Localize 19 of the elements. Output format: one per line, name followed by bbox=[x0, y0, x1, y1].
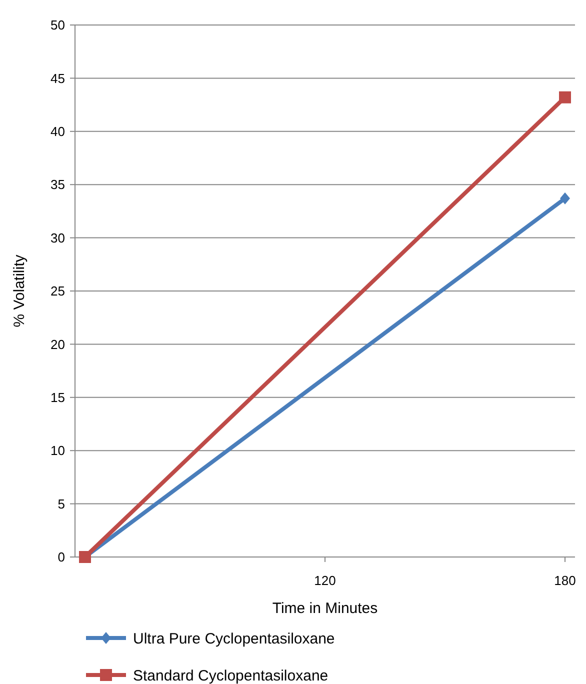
y-axis-title: % Volatility bbox=[11, 254, 28, 328]
point bbox=[560, 192, 570, 204]
x-tick-label: 180 bbox=[554, 573, 576, 588]
y-tick-label: 5 bbox=[58, 496, 65, 512]
legend-label: Ultra Pure Cyclopentasiloxane bbox=[133, 630, 335, 648]
legend-label: Standard Cyclopentasiloxane bbox=[133, 667, 328, 684]
x-axis-title: Time in Minutes bbox=[272, 600, 378, 617]
y-tick-label: 10 bbox=[50, 443, 65, 458]
point bbox=[559, 91, 571, 104]
y-tick-label: 50 bbox=[50, 18, 65, 33]
y-tick-label: 15 bbox=[50, 390, 65, 405]
y-tick-label: 45 bbox=[50, 70, 65, 86]
y-tick-label: 25 bbox=[50, 284, 65, 299]
y-tick-label: 0 bbox=[58, 550, 65, 565]
y-tick-label: 35 bbox=[50, 177, 65, 192]
y-tick-label: 30 bbox=[50, 230, 65, 246]
y-tick-label: 20 bbox=[50, 336, 65, 352]
y-tick-label: 40 bbox=[50, 124, 65, 139]
x-tick-label: 120 bbox=[314, 573, 336, 588]
